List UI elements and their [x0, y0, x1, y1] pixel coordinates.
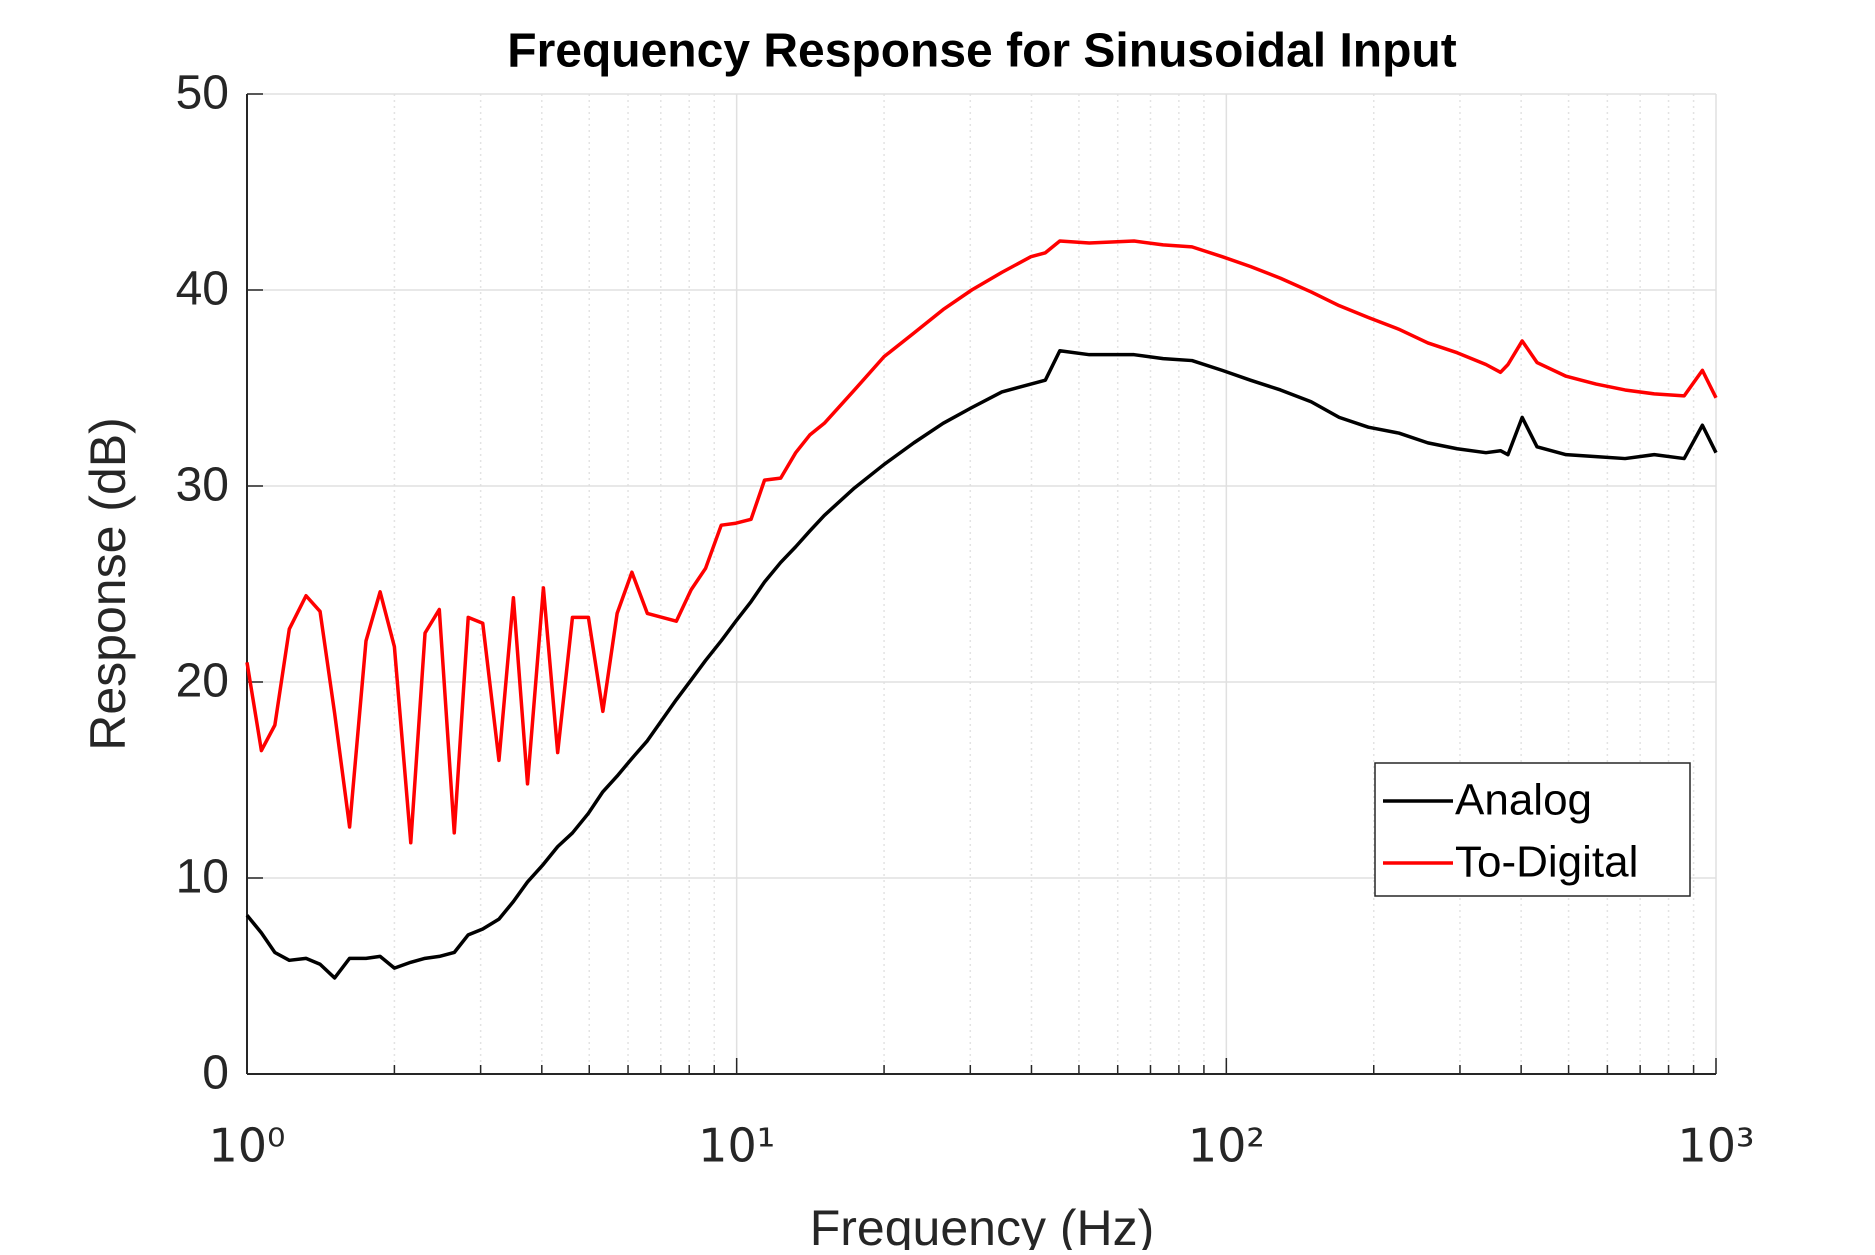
x-tick-label: 10² — [1188, 1119, 1265, 1173]
x-tick-label: 10⁰ — [209, 1119, 286, 1173]
y-tick-label: 0 — [202, 1047, 229, 1100]
legend-label: Analog — [1455, 776, 1592, 825]
chart-title: Frequency Response for Sinusoidal Input — [507, 25, 1456, 78]
y-tick-label: 10 — [176, 851, 229, 904]
x-tick-label: 10³ — [1678, 1119, 1755, 1173]
series-line — [245, 239, 1718, 845]
y-axis-label: Response (dB) — [80, 417, 136, 751]
legend-label: To-Digital — [1455, 838, 1638, 887]
x-axis-label: Frequency (Hz) — [810, 1200, 1155, 1250]
y-tick-label: 50 — [176, 67, 229, 120]
series-line — [245, 349, 1718, 980]
x-tick-label: 10¹ — [698, 1119, 775, 1173]
y-tick-label: 30 — [176, 459, 229, 512]
legend-box — [1374, 762, 1691, 897]
y-tick-label: 40 — [176, 263, 229, 316]
y-tick-label: 20 — [176, 655, 229, 708]
legend: Analog To-Digital — [1374, 762, 1691, 897]
